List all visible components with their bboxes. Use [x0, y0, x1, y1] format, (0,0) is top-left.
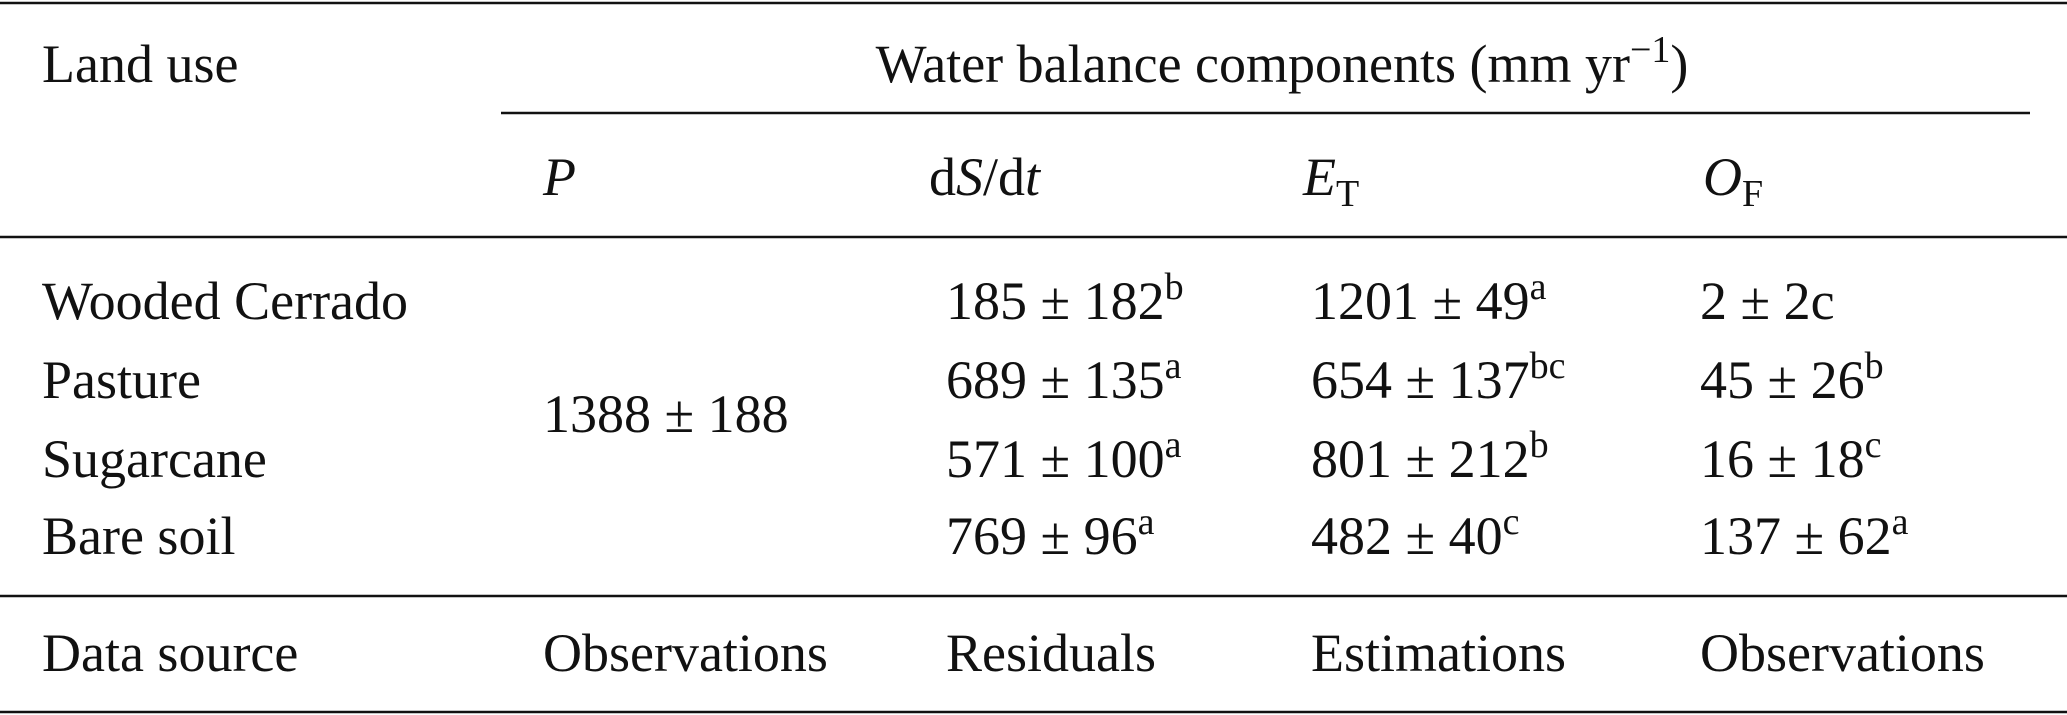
superscript: c — [1503, 501, 1520, 543]
cell: Observations — [543, 623, 828, 683]
superscript: b — [1530, 424, 1549, 466]
text-part: 1201 ± 49 — [1311, 271, 1530, 331]
group-header: Water balance components (mm yr−1) — [876, 29, 1689, 94]
cell: 1388 ± 188 — [543, 384, 789, 444]
cell: 769 ± 96a — [946, 501, 1155, 566]
text-part: Water balance components (mm yr — [876, 34, 1630, 94]
superscript: a — [1165, 345, 1182, 387]
text-part: E — [1302, 147, 1336, 207]
text-part: 801 ± 212 — [1311, 429, 1530, 489]
superscript: a — [1530, 266, 1547, 308]
subscript: T — [1336, 173, 1359, 215]
cell: 137 ± 62a — [1700, 501, 1909, 566]
text-part: 2 ± 2c — [1700, 271, 1835, 331]
text-part: 482 ± 40 — [1311, 506, 1503, 566]
subscript: F — [1742, 173, 1763, 215]
text-part: /d — [983, 147, 1025, 207]
cell: Estimations — [1311, 623, 1566, 683]
cell: 571 ± 100a — [946, 424, 1182, 489]
superscript: b — [1865, 345, 1884, 387]
text-part: 185 ± 182 — [946, 271, 1165, 331]
text-part: O — [1703, 147, 1742, 207]
row-header: Land use — [42, 34, 238, 94]
text-part: 571 ± 100 — [946, 429, 1165, 489]
text-part: 137 ± 62 — [1700, 506, 1892, 566]
cell: 654 ± 137bc — [1311, 345, 1566, 410]
row-label: Pasture — [42, 350, 201, 410]
row-label: Sugarcane — [42, 429, 267, 489]
cell: Residuals — [946, 623, 1156, 683]
cell: 16 ± 18c — [1700, 424, 1882, 489]
row-label: Data source — [42, 623, 298, 683]
text-part: 769 ± 96 — [946, 506, 1138, 566]
superscript: b — [1165, 266, 1184, 308]
cell: 2 ± 2c — [1700, 271, 1835, 331]
superscript: a — [1165, 424, 1182, 466]
cell: 45 ± 26b — [1700, 345, 1884, 410]
text-part: ) — [1670, 34, 1688, 94]
cell: 482 ± 40c — [1311, 501, 1520, 566]
cell: 689 ± 135a — [946, 345, 1182, 410]
superscript: bc — [1530, 345, 1566, 387]
superscript: c — [1865, 424, 1882, 466]
column-header: OF — [1703, 147, 1763, 215]
superscript: a — [1892, 501, 1909, 543]
text-part: 16 ± 18 — [1700, 429, 1865, 489]
text-part: t — [1025, 147, 1042, 207]
row-label: Wooded Cerrado — [42, 271, 408, 331]
cell: 801 ± 212b — [1311, 424, 1549, 489]
text-part: S — [956, 147, 983, 207]
superscript: a — [1138, 501, 1155, 543]
text-part: P — [542, 147, 576, 207]
column-header: P — [542, 147, 576, 207]
row-label: Bare soil — [42, 506, 235, 566]
text-part: 45 ± 26 — [1700, 350, 1865, 410]
text-part: 654 ± 137 — [1311, 350, 1530, 410]
text-part: d — [929, 147, 956, 207]
text-part: 689 ± 135 — [946, 350, 1165, 410]
column-header: dS/dt — [929, 147, 1042, 207]
cell: 1201 ± 49a — [1311, 266, 1547, 331]
cell: 185 ± 182b — [946, 266, 1184, 331]
column-header: ET — [1302, 147, 1359, 215]
superscript: −1 — [1630, 29, 1670, 71]
cell: Observations — [1700, 623, 1985, 683]
